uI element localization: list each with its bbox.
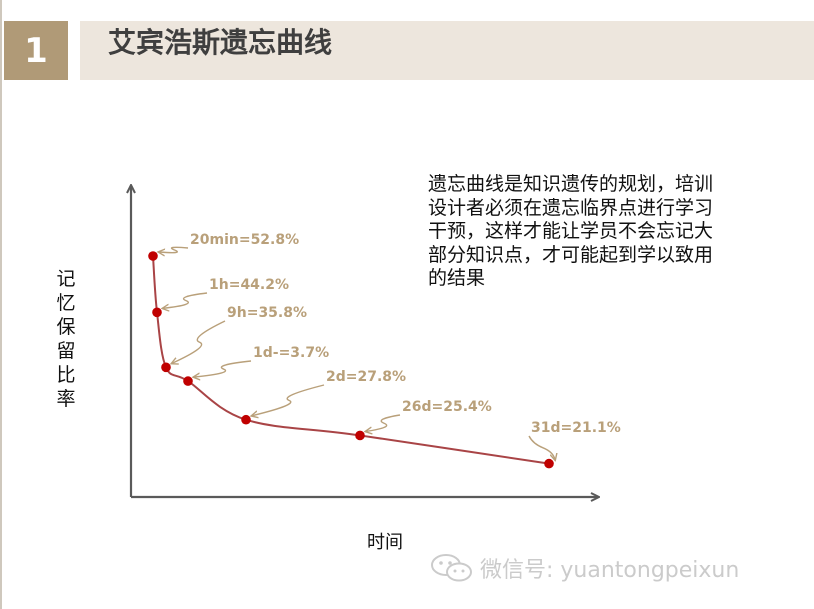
data-labels: 20min=52.8% 1h=44.2% 9h=35.8% 1d-=3.7% 2d=27… xyxy=(190,232,621,436)
callout-arrow xyxy=(252,384,325,416)
data-label-1h: 1h=44.2% xyxy=(209,277,289,293)
left-edge-rule xyxy=(0,0,2,609)
callout-arrow xyxy=(159,246,189,252)
y-axis-label-char: 忆 xyxy=(56,292,75,314)
callout-arrow xyxy=(528,435,555,460)
callout-arrow xyxy=(163,292,208,308)
data-label-20min: 20min=52.8% xyxy=(190,232,299,248)
y-axis-label-char: 率 xyxy=(56,388,75,410)
data-point-9h xyxy=(161,362,171,373)
wechat-icon xyxy=(431,554,472,582)
forgetting-curve-line xyxy=(152,255,550,465)
data-point-31d xyxy=(544,458,554,469)
y-axis-label-char: 记 xyxy=(56,268,75,290)
callout-arrow xyxy=(366,414,401,431)
page-title: 艾宾浩斯遗忘曲线 xyxy=(108,26,333,59)
y-axis-label-char: 保 xyxy=(56,316,75,338)
data-point-26d xyxy=(355,430,365,441)
data-label-26d: 26d=25.4% xyxy=(402,399,492,415)
callout-arrow xyxy=(194,360,252,377)
y-axis-label-char: 留 xyxy=(56,340,75,362)
callout-arrow xyxy=(172,320,226,363)
data-label-2d: 2d=27.8% xyxy=(326,369,406,385)
point-callouts xyxy=(159,246,555,460)
x-axis-label: 时间 xyxy=(367,532,403,553)
data-point-1d xyxy=(183,376,193,386)
watermark: 微信号: yuantongpeixun xyxy=(430,552,739,584)
data-label-31d: 31d=21.1% xyxy=(531,420,621,436)
title-bar: 艾宾浩斯遗忘曲线 xyxy=(80,21,814,80)
y-axis-label-char: 比 xyxy=(56,364,75,386)
description-text: 遗忘曲线是知识遗传的规划，培训设计者必须在遗忘临界点进行学习干预，这样才能让学员… xyxy=(428,173,714,289)
data-point-20min xyxy=(148,251,158,261)
data-point-2d xyxy=(241,414,251,425)
data-label-9h: 9h=35.8% xyxy=(227,305,307,321)
section-number: 1 xyxy=(4,21,68,80)
data-label-1d: 1d-=3.7% xyxy=(253,345,329,361)
data-points xyxy=(148,251,554,469)
watermark-text: 微信号: yuantongpeixun xyxy=(480,558,740,583)
data-point-1h xyxy=(152,307,162,318)
